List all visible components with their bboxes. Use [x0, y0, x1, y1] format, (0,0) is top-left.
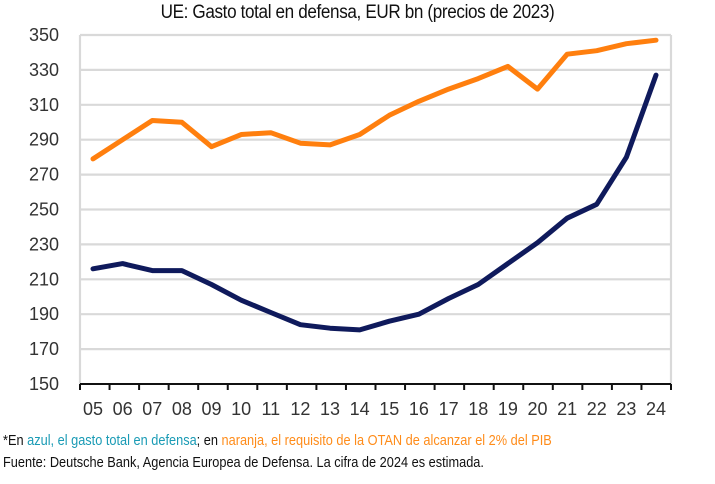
x-tick-label: 15: [379, 399, 399, 419]
y-tick-label: 230: [29, 234, 59, 254]
x-tick-label: 08: [172, 399, 192, 419]
x-tick-label: 23: [616, 399, 636, 419]
x-tick-label: 11: [261, 399, 280, 419]
x-tick-label: 07: [142, 399, 162, 419]
y-tick-label: 250: [29, 200, 59, 220]
x-tick-label: 22: [587, 399, 607, 419]
x-tick-label: 13: [320, 399, 340, 419]
x-tick-label: 20: [527, 399, 547, 419]
y-tick-label: 350: [29, 25, 59, 45]
footnote-blue-text: azul, el gasto total en defensa: [27, 433, 197, 449]
y-tick-label: 210: [29, 269, 59, 289]
y-tick-label: 290: [29, 130, 59, 150]
y-tick-label: 150: [29, 374, 59, 394]
x-tick-label: 14: [350, 399, 370, 419]
x-tick-label: 24: [646, 399, 666, 419]
series-line-gasto-total: [90, 72, 659, 333]
series-lines: [90, 37, 659, 333]
line-chart: 150 170 190 210 230 250 270 290 310 330 350 05 06 07…: [29, 25, 673, 419]
x-tick-label: 10: [231, 399, 251, 419]
y-tick-label: 330: [29, 60, 59, 80]
chart-title: UE: Gasto total en defensa, EUR bn (prec…: [160, 2, 555, 23]
footnote-orange-text: naranja, el requisito de la OTAN de alca…: [221, 433, 552, 449]
x-tick-label: 09: [202, 399, 222, 419]
x-tick-label: 12: [290, 399, 310, 419]
y-tick-label: 310: [29, 95, 59, 115]
x-tick-label: 16: [409, 399, 429, 419]
axes: [78, 35, 673, 390]
x-tick-label: 21: [557, 399, 577, 419]
y-tick-label: 170: [29, 339, 59, 359]
x-tick-label: 05: [83, 399, 103, 419]
x-tick-label: 17: [439, 399, 459, 419]
series-line-otan-2pct: [90, 37, 659, 162]
x-tick-label: 06: [113, 399, 133, 419]
gridlines: [80, 33, 671, 351]
y-tick-labels: 150 170 190 210 230 250 270 290 310 330 350: [29, 25, 59, 394]
source-note: Fuente: Deutsche Bank, Agencia Europea d…: [3, 455, 484, 471]
footnote: *En azul, el gasto total en defensa; en …: [3, 433, 552, 449]
x-tick-label: 19: [498, 399, 518, 419]
footnote-prefix: *En: [3, 433, 28, 449]
y-tick-label: 270: [29, 165, 59, 185]
y-tick-label: 190: [29, 304, 59, 324]
footnote-middle: ; en: [196, 433, 222, 449]
x-tick-label: 18: [468, 399, 488, 419]
x-tick-labels: 05 06 07 08 09 10 11 12 13 14 15 16 17 18 19 20 21 22 23 24: [83, 399, 666, 419]
